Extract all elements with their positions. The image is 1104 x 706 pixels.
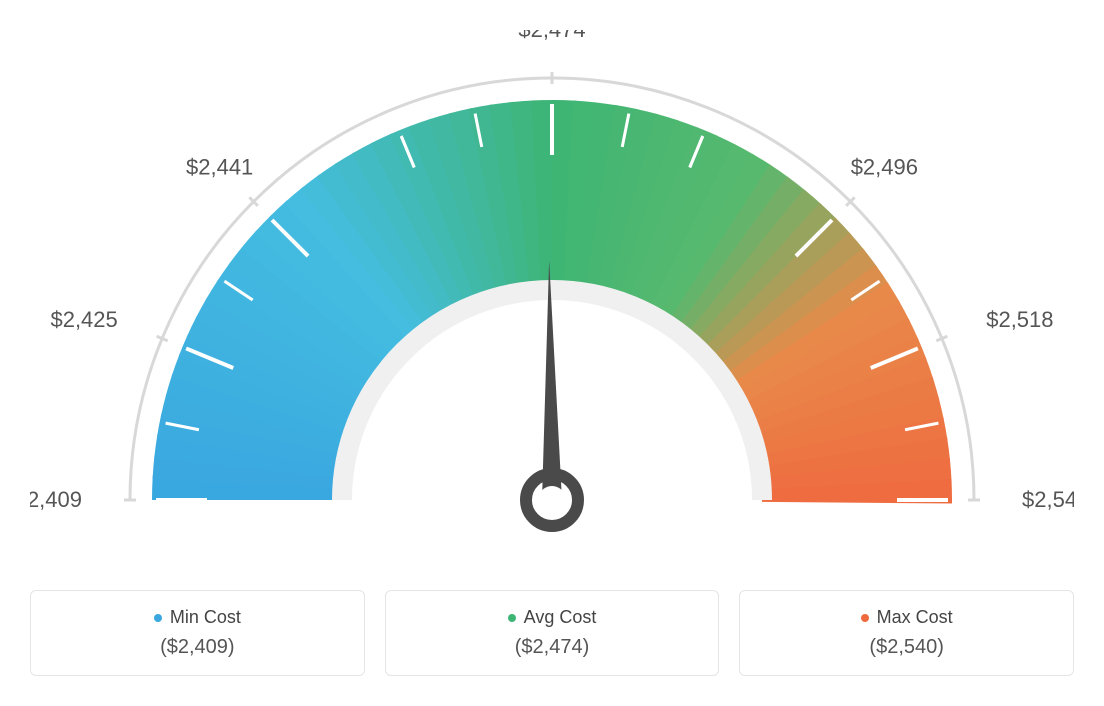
dot-icon [154, 614, 162, 622]
legend-value-min: ($2,409) [51, 636, 344, 659]
legend-label-avg: Avg Cost [524, 607, 597, 628]
tick-label: $2,518 [986, 307, 1053, 332]
tick-label: $2,540 [1022, 487, 1074, 512]
legend-title-min: Min Cost [51, 607, 344, 628]
gauge-svg: $2,409 $2,425 $2,441 $2,474 $2,496 $2,518 $2,5… [30, 30, 1074, 550]
dot-icon [861, 614, 869, 622]
legend-card-min: Min Cost ($2,409) [30, 590, 365, 676]
legend-title-avg: Avg Cost [406, 607, 699, 628]
legend-label-max: Max Cost [877, 607, 953, 628]
legend-card-avg: Avg Cost ($2,474) [385, 590, 720, 676]
tick-label: $2,496 [851, 155, 918, 180]
dot-icon [508, 614, 516, 622]
legend-value-avg: ($2,474) [406, 636, 699, 659]
legend-card-max: Max Cost ($2,540) [739, 590, 1074, 676]
tick-label: $2,409 [30, 487, 82, 512]
legend-label-min: Min Cost [170, 607, 241, 628]
cost-gauge-chart: $2,409 $2,425 $2,441 $2,474 $2,496 $2,518 $2,5… [30, 30, 1074, 676]
legend-title-max: Max Cost [760, 607, 1053, 628]
tick-label: $2,425 [50, 307, 117, 332]
tick-label: $2,474 [518, 30, 585, 42]
legend-row: Min Cost ($2,409) Avg Cost ($2,474) Max … [30, 590, 1074, 676]
legend-value-max: ($2,540) [760, 636, 1053, 659]
tick-label: $2,441 [186, 155, 253, 180]
